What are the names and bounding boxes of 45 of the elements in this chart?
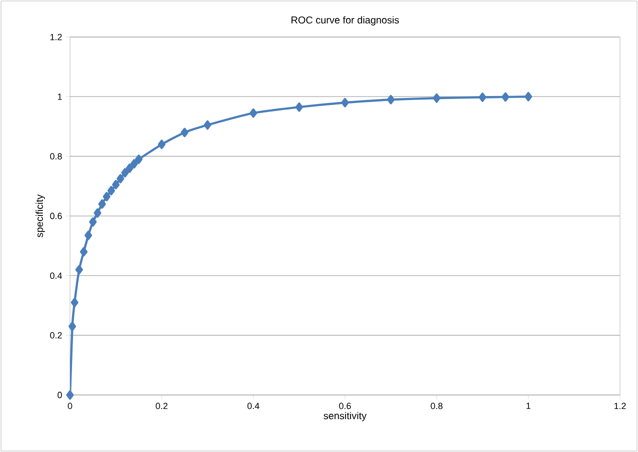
point xyxy=(295,102,303,112)
point xyxy=(204,120,212,130)
y-tick-label: 1.2 xyxy=(50,34,62,40)
point xyxy=(250,108,258,118)
point xyxy=(68,322,76,332)
chart-title: ROC curve for diagnosis xyxy=(292,16,399,26)
point xyxy=(116,174,124,184)
point xyxy=(121,168,129,178)
point xyxy=(502,92,510,102)
point xyxy=(84,230,92,240)
x-tick-label: 0.4 xyxy=(247,402,260,410)
point xyxy=(70,298,78,308)
point xyxy=(89,217,97,227)
y-axis-title: specificity xyxy=(36,194,45,238)
point xyxy=(98,199,106,209)
x-tick-label: 1 xyxy=(526,402,530,409)
point xyxy=(432,93,440,103)
point xyxy=(341,98,349,108)
point xyxy=(478,92,486,102)
y-tick-label: 0.4 xyxy=(50,272,62,279)
y-tick-label: 0.2 xyxy=(50,332,62,338)
point xyxy=(107,186,116,196)
point xyxy=(130,159,138,168)
x-tick-label: 1.2 xyxy=(614,402,626,410)
point xyxy=(75,265,83,274)
point xyxy=(134,154,143,164)
x-axis-title: sensitivity xyxy=(324,412,367,422)
point xyxy=(112,180,120,190)
y-tick-label: 0.8 xyxy=(50,153,62,160)
point xyxy=(180,128,188,138)
y-tick-label: 0.6 xyxy=(50,212,62,220)
point xyxy=(387,94,395,104)
point xyxy=(102,192,110,202)
x-tick-label: 0.2 xyxy=(156,402,168,410)
x-tick-label: 0.8 xyxy=(430,402,443,410)
point xyxy=(80,247,88,256)
point xyxy=(66,390,74,400)
point xyxy=(126,164,134,173)
y-tick-label: 1 xyxy=(58,94,62,100)
point xyxy=(158,140,166,150)
x-tick-label: 0 xyxy=(68,402,72,410)
point xyxy=(524,92,532,102)
x-tick-label: 0.6 xyxy=(339,402,351,410)
point xyxy=(94,208,102,218)
y-tick-label: 0 xyxy=(58,392,62,398)
